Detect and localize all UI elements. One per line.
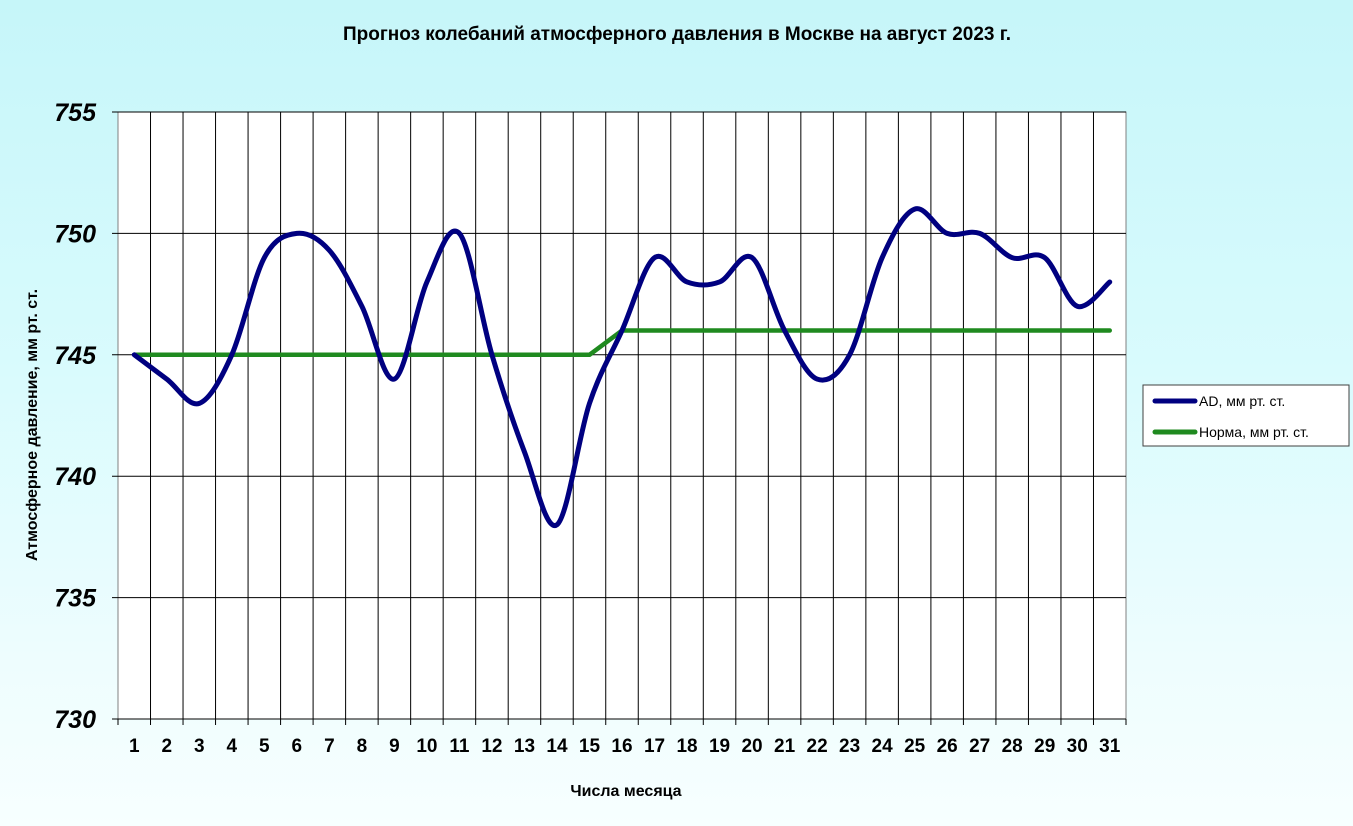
y-tick-label-745: 745 <box>54 342 97 370</box>
x-tick-label-26: 26 <box>937 736 958 757</box>
plot-area <box>117 111 1127 720</box>
x-tick-label-11: 11 <box>449 736 470 757</box>
y-tick-label-740: 740 <box>54 463 96 491</box>
y-axis-title: Атмосферное давление, мм рт. ст. <box>24 289 41 561</box>
x-tick-label-1: 1 <box>129 736 140 757</box>
x-tick-label-3: 3 <box>194 736 205 757</box>
x-tick-label-5: 5 <box>259 736 270 757</box>
legend-box <box>1142 384 1350 447</box>
x-tick-label-6: 6 <box>292 736 303 757</box>
x-tick-label-29: 29 <box>1034 736 1055 757</box>
x-tick-label-10: 10 <box>416 736 437 757</box>
x-tick-label-16: 16 <box>611 736 632 757</box>
x-tick-label-28: 28 <box>1002 736 1023 757</box>
x-tick-label-22: 22 <box>807 736 828 757</box>
x-tick-label-15: 15 <box>579 736 601 757</box>
series-lines <box>131 206 1113 528</box>
x-tick-label-13: 13 <box>514 736 535 757</box>
x-tick-label-25: 25 <box>904 736 926 757</box>
y-tick-label-730: 730 <box>54 706 96 734</box>
x-tick-label-21: 21 <box>774 736 796 757</box>
y-tick-label-735: 735 <box>54 585 97 613</box>
x-tick-label-27: 27 <box>969 736 990 757</box>
x-axis-tick-labels: 1 2 3 4 5 6 7 8 9 10 11 12 13 14 15 16 17 18 19 20 21 22 23 24 2… <box>129 736 1121 757</box>
x-tick-label-18: 18 <box>676 736 697 757</box>
x-tick-label-17: 17 <box>644 736 665 757</box>
x-tick-label-31: 31 <box>1099 736 1121 757</box>
x-tick-label-4: 4 <box>227 736 238 757</box>
y-axis-tick-labels: 730 735 740 745 750 755 <box>54 99 97 734</box>
legend-label-norm: Норма, мм рт. ст. <box>1199 424 1309 440</box>
x-gridlines <box>150 112 1094 719</box>
x-tick-label-8: 8 <box>357 736 368 757</box>
y-tick-label-755: 755 <box>54 99 97 127</box>
y-tick-label-750: 750 <box>54 220 96 248</box>
x-tick-label-30: 30 <box>1067 736 1088 757</box>
x-tick-label-9: 9 <box>389 736 400 757</box>
x-tick-label-14: 14 <box>546 736 568 757</box>
x-tick-label-19: 19 <box>709 736 730 757</box>
x-tick-label-12: 12 <box>481 736 502 757</box>
x-tick-label-24: 24 <box>872 736 894 757</box>
x-tick-label-7: 7 <box>324 736 335 757</box>
series-line-ad <box>131 206 1113 528</box>
x-tick-label-2: 2 <box>161 736 172 757</box>
x-tick-label-23: 23 <box>839 736 860 757</box>
legend-label-ad: AD, мм рт. ст. <box>1199 393 1285 409</box>
legend: AD, мм рт. ст. Норма, мм рт. ст. <box>1142 384 1350 447</box>
chart-title: Прогноз колебаний атмосферного давления … <box>343 24 1011 45</box>
x-axis-tick-marks <box>117 719 1127 725</box>
x-axis-title: Числа месяца <box>570 783 681 800</box>
x-tick-label-20: 20 <box>741 736 762 757</box>
